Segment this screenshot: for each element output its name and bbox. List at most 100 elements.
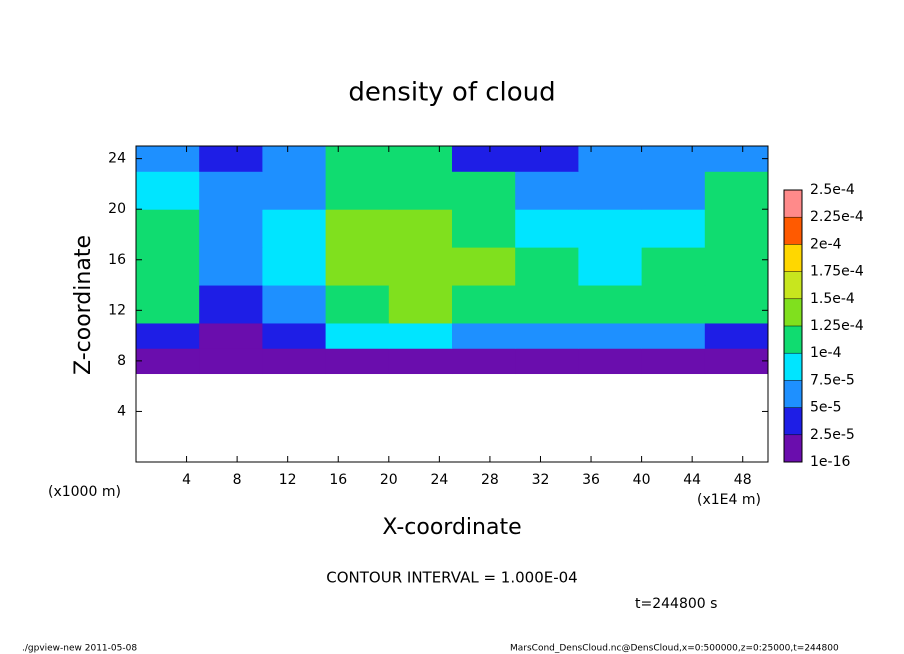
heat-cell — [515, 209, 579, 248]
heat-cell — [452, 247, 516, 286]
colorbar-swatch — [784, 244, 802, 272]
heat-cell — [199, 348, 263, 375]
heat-cell — [262, 146, 327, 172]
x-tick-label: 48 — [734, 472, 752, 488]
heat-cell — [515, 146, 579, 172]
colorbar-label: 2.5e-5 — [810, 427, 855, 443]
colorbar-swatch — [784, 434, 802, 462]
heat-cell — [199, 247, 263, 286]
heat-cell — [704, 247, 769, 286]
colorbar-swatch — [784, 326, 802, 354]
colorbar-label: 5e-5 — [810, 400, 841, 416]
x-tick-label: 8 — [233, 472, 242, 488]
y-axis-label: Z-coordinate — [71, 235, 96, 375]
heat-cell — [452, 146, 516, 172]
y-tick-label: 8 — [117, 353, 126, 369]
heat-cell — [515, 322, 579, 349]
heat-cell — [578, 146, 643, 172]
x-tick-label: 36 — [582, 472, 600, 488]
colorbar-swatch — [784, 271, 802, 299]
x-unit-label: (x1E4 m) — [697, 492, 761, 508]
colorbar-label: 2.5e-4 — [810, 182, 855, 198]
x-tick-label: 44 — [683, 472, 701, 488]
x-tick-label: 12 — [279, 472, 297, 488]
colorbar-swatch — [784, 407, 802, 435]
footer-right: MarsCond_DensCloud.nc@DensCloud,x=0:5000… — [510, 644, 839, 654]
contour-note: CONTOUR INTERVAL = 1.000E-04 — [326, 569, 577, 587]
heat-cell — [641, 171, 706, 210]
y-tick-label: 16 — [108, 252, 126, 268]
y-tick-label: 24 — [108, 151, 126, 167]
x-axis-label: X-coordinate — [382, 515, 521, 540]
heat-cell — [388, 171, 453, 210]
heat-cell — [578, 209, 643, 248]
heat-cell — [578, 322, 643, 349]
heat-cell — [199, 171, 263, 210]
heat-cell — [452, 322, 516, 349]
heat-cell — [704, 171, 769, 210]
y-tick-label: 12 — [108, 302, 126, 318]
heat-cell — [325, 285, 390, 324]
x-tick-label: 16 — [329, 472, 347, 488]
colorbar-label: 1.75e-4 — [810, 264, 864, 280]
x-tick-label: 32 — [532, 472, 550, 488]
colorbar-swatch — [784, 380, 802, 408]
footer-left: ./gpview-new 2011-05-08 — [22, 644, 137, 654]
heat-cell — [388, 247, 453, 286]
heat-cell — [136, 209, 200, 248]
colorbar-label: 1.5e-4 — [810, 291, 855, 307]
heat-cell — [262, 322, 327, 349]
heat-cell — [325, 171, 390, 210]
heat-cell — [262, 348, 327, 375]
heat-cell — [136, 348, 200, 375]
colorbar-swatch — [784, 353, 802, 381]
colorbar-swatch — [784, 190, 802, 218]
heat-cell — [136, 171, 200, 210]
heat-cell — [199, 209, 263, 248]
heat-cell — [641, 348, 706, 375]
heat-cell — [515, 247, 579, 286]
heat-cell — [325, 322, 390, 349]
heat-cell — [515, 285, 579, 324]
heat-cell — [388, 285, 453, 324]
heat-cell — [388, 209, 453, 248]
x-tick-label: 20 — [380, 472, 398, 488]
heat-cell — [452, 285, 516, 324]
heat-cell — [262, 285, 327, 324]
heat-cell — [578, 171, 643, 210]
heat-cell — [388, 322, 453, 349]
heat-cell — [704, 322, 769, 349]
colorbar-label: 2.25e-4 — [810, 209, 864, 225]
heat-cell — [704, 285, 769, 324]
x-tick-label: 4 — [182, 472, 191, 488]
colorbar-label: 2e-4 — [810, 236, 842, 252]
heat-cell — [136, 285, 200, 324]
heat-cell — [262, 247, 327, 286]
heat-cell — [641, 146, 706, 172]
heat-cell — [325, 146, 390, 172]
colorbar-label: 1.25e-4 — [810, 318, 864, 334]
time-label: t=244800 s — [635, 596, 717, 612]
colorbar-swatch — [784, 217, 802, 245]
heat-cell — [515, 171, 579, 210]
heat-cell — [578, 285, 643, 324]
y-unit-label: (x1000 m) — [48, 484, 121, 500]
heat-cell — [641, 285, 706, 324]
heat-cell — [641, 247, 706, 286]
heat-cell — [388, 146, 453, 172]
heat-cell — [704, 348, 769, 375]
x-tick-label: 28 — [481, 472, 499, 488]
heat-cell — [641, 322, 706, 349]
heat-cell — [578, 348, 643, 375]
y-tick-label: 20 — [108, 201, 126, 217]
colorbar-label: 1e-16 — [810, 454, 850, 470]
chart-title: density of cloud — [348, 78, 555, 108]
heat-cell — [199, 285, 263, 324]
heat-cell — [199, 146, 263, 172]
heat-cell — [452, 171, 516, 210]
colorbar-label: 1e-4 — [810, 345, 842, 361]
heat-cell — [388, 348, 453, 375]
colorbar-swatch — [784, 298, 802, 326]
heat-cell — [325, 348, 390, 375]
